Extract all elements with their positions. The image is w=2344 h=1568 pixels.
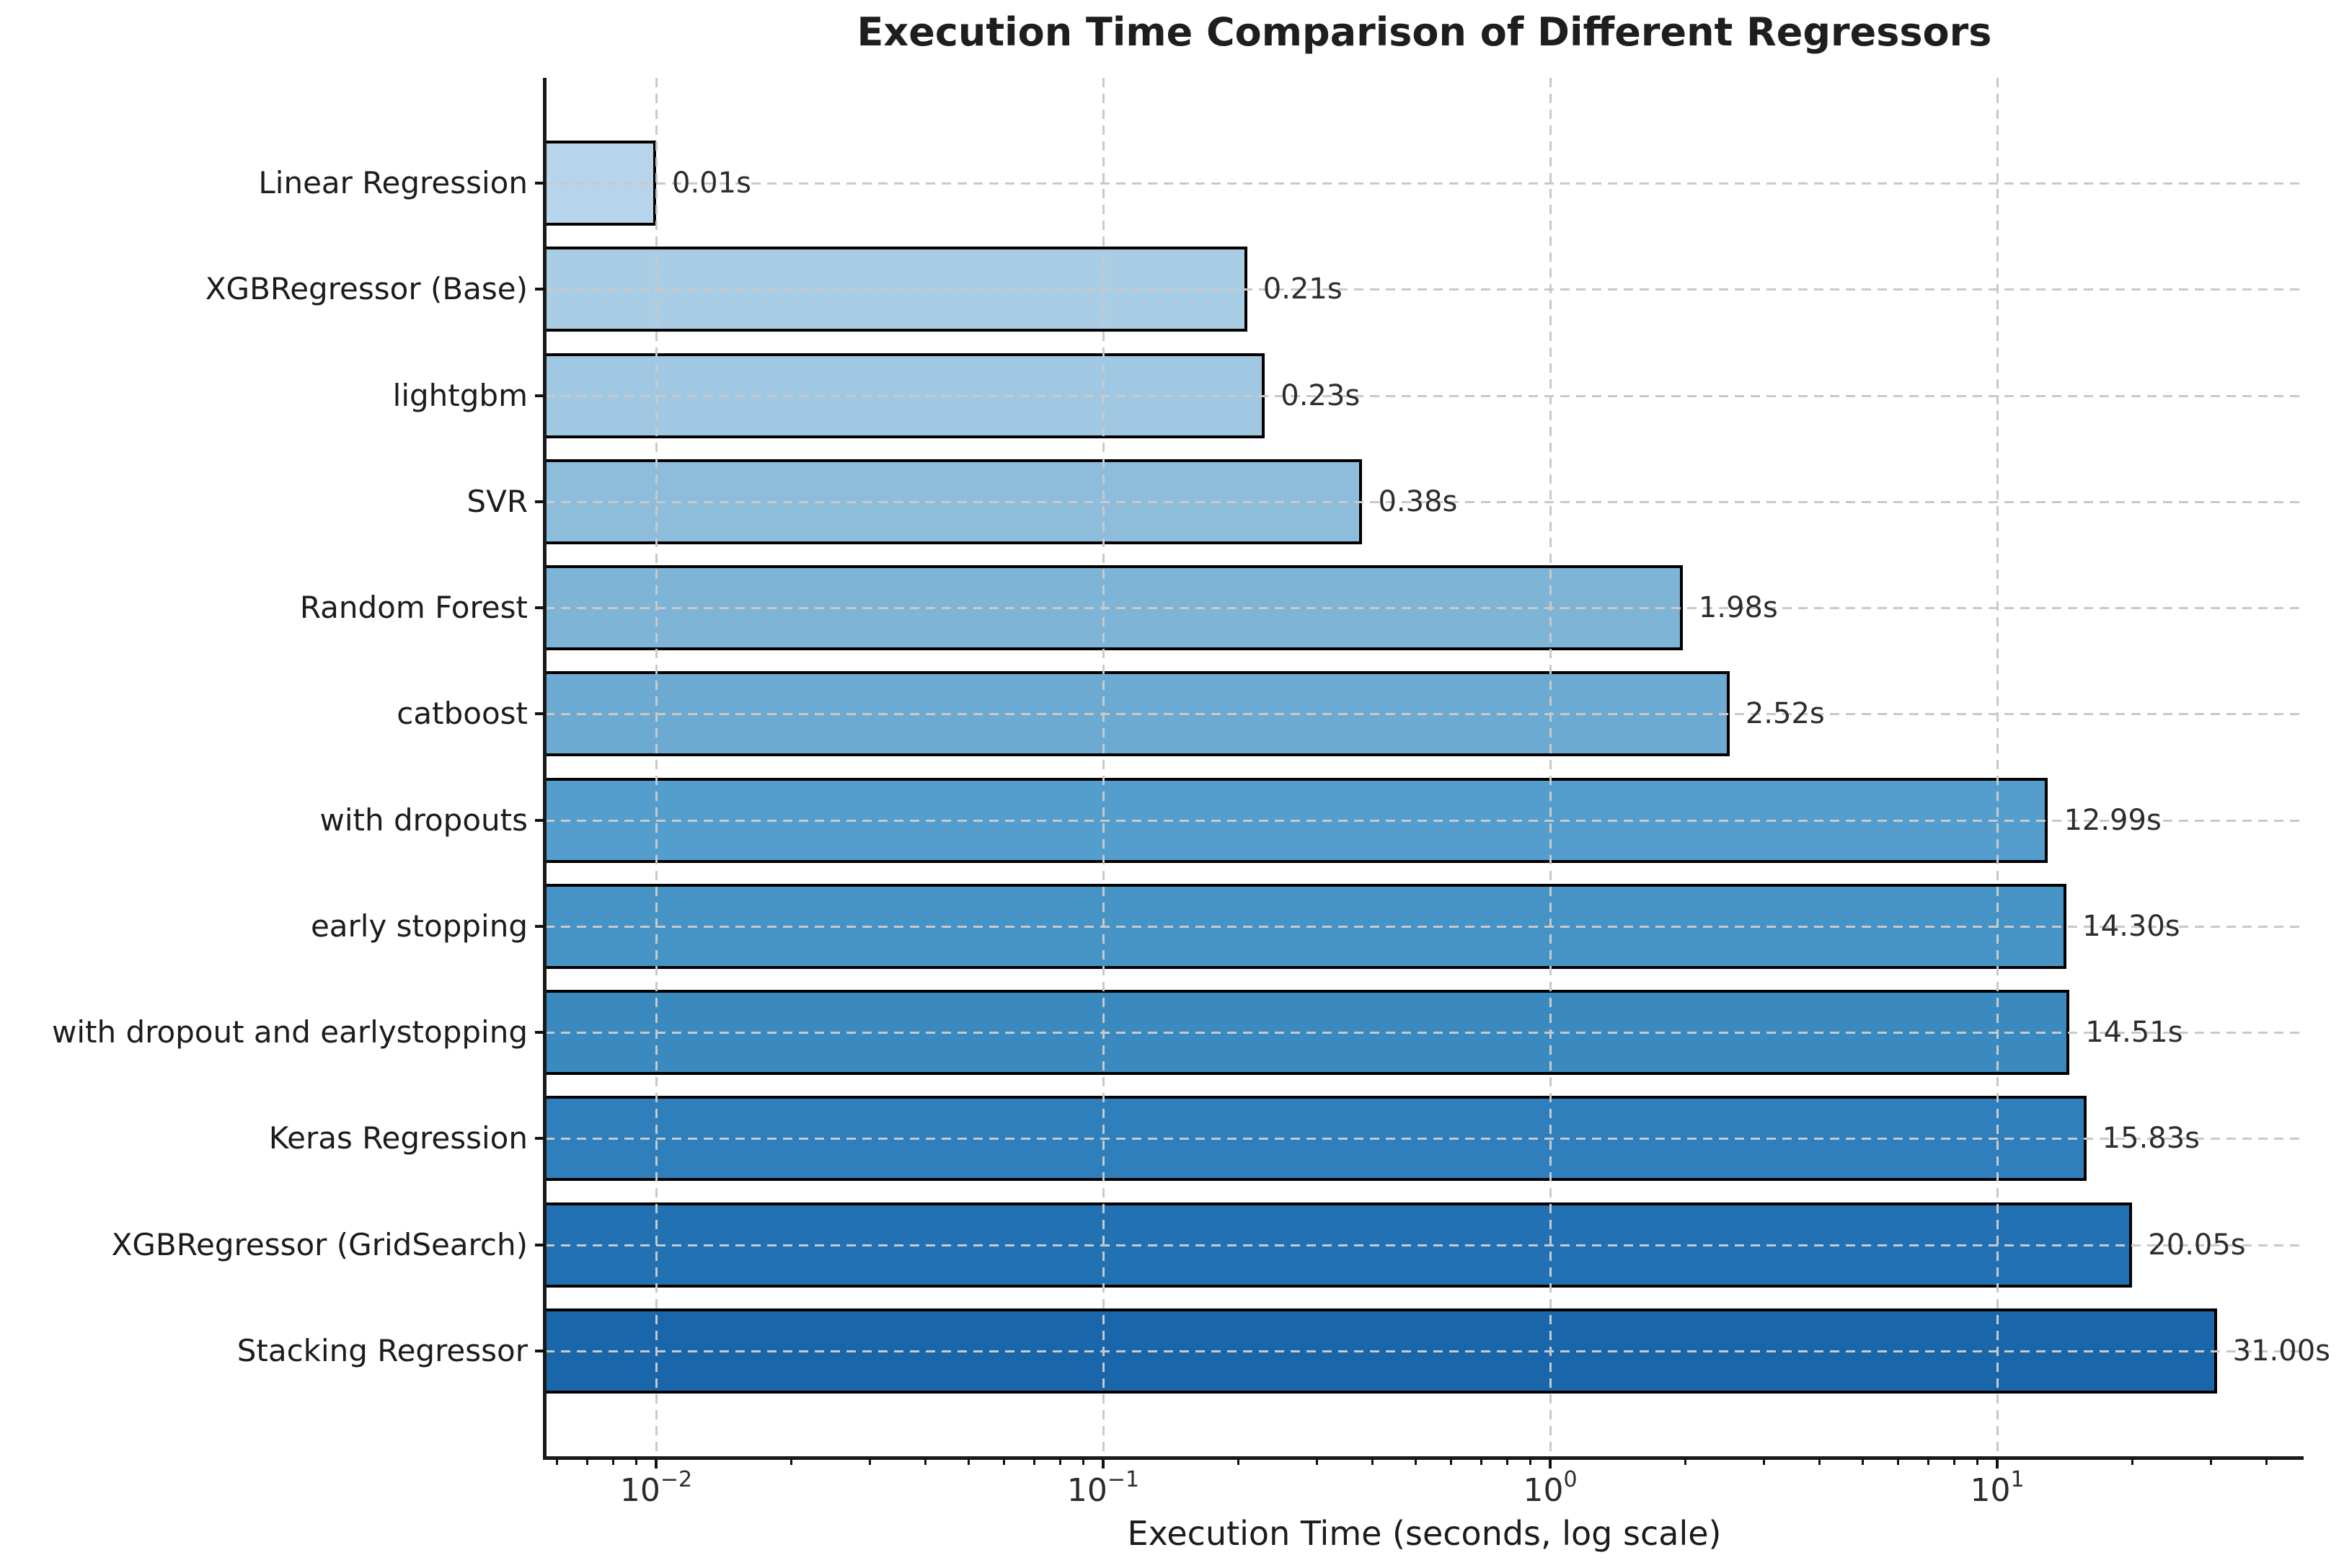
- y-tick: [535, 818, 545, 822]
- category-label: catboost: [397, 696, 528, 732]
- y-gridline: [545, 819, 2304, 822]
- y-tick: [535, 1349, 545, 1352]
- x-minor-tick: [1818, 1460, 1821, 1465]
- category-label: Random Forest: [299, 590, 528, 626]
- value-label: 14.51s: [2085, 1016, 2183, 1050]
- value-label: 31.00s: [2232, 1334, 2330, 1368]
- x-minor-tick: [1897, 1460, 1900, 1465]
- x-major-tick: [1102, 1460, 1105, 1469]
- y-gridline: [545, 182, 2304, 185]
- x-minor-tick: [1684, 1460, 1686, 1465]
- y-gridline: [545, 925, 2304, 928]
- x-minor-tick: [611, 1460, 614, 1465]
- x-gridline: [655, 78, 658, 1456]
- x-minor-tick: [1032, 1460, 1035, 1465]
- value-label: 12.99s: [2064, 803, 2162, 837]
- x-minor-tick: [1003, 1460, 1006, 1465]
- x-minor-tick: [1762, 1460, 1765, 1465]
- category-label: XGBRegressor (GridSearch): [111, 1226, 528, 1262]
- x-minor-tick: [1529, 1460, 1531, 1465]
- category-label: with dropouts: [319, 802, 528, 838]
- y-tick: [535, 500, 545, 503]
- y-axis-spine: [543, 78, 547, 1460]
- y-gridline: [545, 1350, 2304, 1352]
- x-tick-label: 10−1: [1066, 1467, 1140, 1509]
- y-gridline: [545, 1244, 2304, 1246]
- x-minor-tick: [1952, 1460, 1955, 1465]
- y-tick: [535, 182, 545, 185]
- x-minor-tick: [2131, 1460, 2133, 1465]
- y-tick: [535, 924, 545, 928]
- x-minor-tick: [1862, 1460, 1865, 1465]
- value-label: 2.52s: [1745, 697, 1825, 731]
- x-minor-tick: [1480, 1460, 1482, 1465]
- category-label: with dropout and earlystopping: [51, 1014, 528, 1050]
- x-minor-tick: [2209, 1460, 2212, 1465]
- value-label: 0.21s: [1262, 273, 1343, 306]
- y-tick: [535, 288, 545, 291]
- x-minor-tick: [1058, 1460, 1061, 1465]
- x-minor-tick: [1315, 1460, 1318, 1465]
- y-tick: [535, 606, 545, 610]
- value-label: 0.23s: [1281, 378, 1361, 412]
- y-gridline: [545, 500, 2304, 503]
- value-label: 0.01s: [672, 167, 751, 200]
- y-gridline: [545, 288, 2304, 291]
- x-minor-tick: [1927, 1460, 1929, 1465]
- category-label: XGBRegressor (Base): [205, 271, 528, 307]
- y-tick: [535, 1031, 545, 1035]
- y-gridline: [545, 1032, 2304, 1035]
- y-tick: [535, 1137, 545, 1140]
- x-minor-tick: [1082, 1460, 1084, 1465]
- x-axis-spine: [543, 1456, 2304, 1460]
- value-label: 14.30s: [2082, 909, 2180, 943]
- x-major-tick: [1996, 1460, 1999, 1469]
- y-gridline: [545, 394, 2304, 397]
- x-minor-tick: [1450, 1460, 1453, 1465]
- category-label: early stopping: [310, 908, 528, 944]
- category-label: lightgbm: [392, 377, 528, 413]
- x-minor-tick: [968, 1460, 970, 1465]
- x-minor-tick: [790, 1460, 792, 1465]
- y-gridline: [545, 607, 2304, 610]
- x-minor-tick: [1371, 1460, 1374, 1465]
- category-label: SVR: [466, 483, 528, 519]
- x-tick-label: 100: [1523, 1467, 1578, 1509]
- y-tick: [535, 394, 545, 397]
- x-minor-tick: [556, 1460, 559, 1465]
- x-minor-tick: [2265, 1460, 2268, 1465]
- y-gridline: [545, 713, 2304, 716]
- x-minor-tick: [868, 1460, 871, 1465]
- x-gridline: [1549, 78, 1552, 1456]
- x-gridline: [1996, 78, 1999, 1456]
- x-major-tick: [655, 1460, 658, 1469]
- value-label: 15.83s: [2102, 1122, 2201, 1156]
- x-minor-tick: [634, 1460, 637, 1465]
- chart-title: Execution Time Comparison of Different R…: [857, 9, 1992, 55]
- category-label: Stacking Regressor: [236, 1332, 528, 1368]
- x-axis-label: Execution Time (seconds, log scale): [1127, 1514, 1722, 1553]
- y-gridline: [545, 1138, 2304, 1140]
- value-label: 20.05s: [2148, 1228, 2246, 1262]
- x-minor-tick: [924, 1460, 927, 1465]
- x-tick-label: 10−2: [619, 1467, 693, 1509]
- x-gridline: [1102, 78, 1105, 1456]
- y-tick: [535, 1243, 545, 1246]
- x-minor-tick: [1505, 1460, 1508, 1465]
- x-minor-tick: [1976, 1460, 1978, 1465]
- value-label: 1.98s: [1698, 591, 1778, 625]
- category-label: Keras Regression: [268, 1120, 528, 1156]
- category-label: Linear Regression: [258, 165, 528, 200]
- x-major-tick: [1549, 1460, 1552, 1469]
- x-minor-tick: [585, 1460, 588, 1465]
- value-label: 0.38s: [1378, 484, 1458, 518]
- x-minor-tick: [1415, 1460, 1418, 1465]
- x-tick-label: 101: [1970, 1467, 2025, 1509]
- x-minor-tick: [1237, 1460, 1239, 1465]
- y-tick: [535, 712, 545, 716]
